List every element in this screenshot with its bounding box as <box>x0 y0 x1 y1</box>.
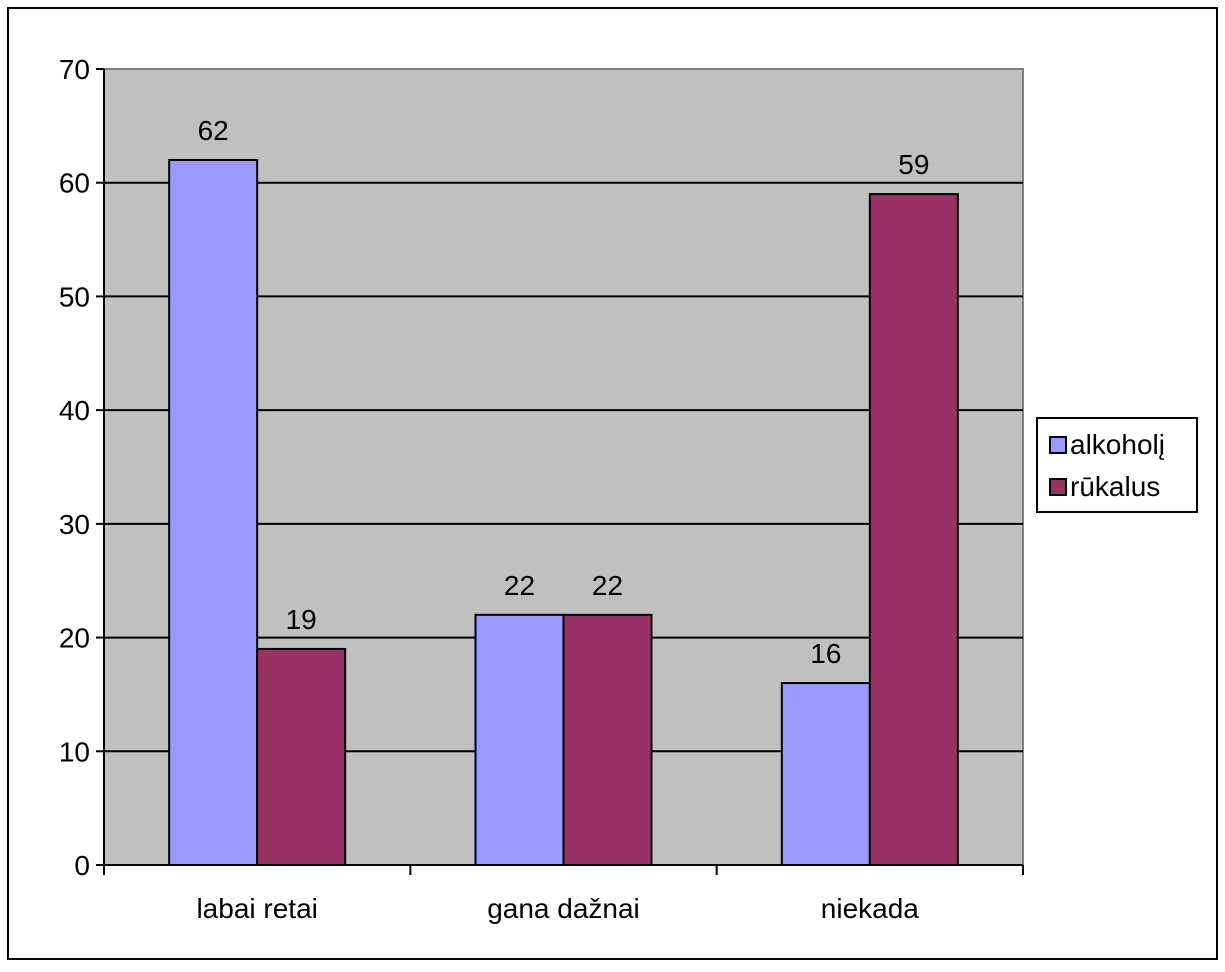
data-label: 19 <box>286 604 317 635</box>
x-axis-ticks: labai retai gana dažnai niekada <box>103 865 1024 924</box>
legend-swatch <box>1049 478 1067 496</box>
y-tick-label: 50 <box>59 281 90 312</box>
data-label: 59 <box>898 149 929 180</box>
bar-series1 <box>780 682 871 866</box>
y-tick-label: 20 <box>59 623 90 654</box>
bars <box>168 158 959 867</box>
bar-series2 <box>256 647 347 867</box>
bar-series2 <box>562 613 653 866</box>
data-label: 16 <box>810 638 841 669</box>
legend: alkoholį rūkalus <box>1036 417 1198 513</box>
y-tick-label: 0 <box>74 850 90 881</box>
data-labels: 62 19 22 22 16 59 <box>198 115 930 669</box>
y-tick-label: 70 <box>59 54 90 85</box>
x-tick-label: niekada <box>821 893 920 924</box>
y-tick-label: 10 <box>59 736 90 767</box>
data-label: 22 <box>592 570 623 601</box>
y-tick-label: 40 <box>59 395 90 426</box>
y-tick-label: 30 <box>59 509 90 540</box>
legend-swatch <box>1049 436 1067 454</box>
axes <box>103 69 1023 866</box>
data-label: 22 <box>504 570 535 601</box>
bar-series1 <box>474 613 565 866</box>
x-tick-label: labai retai <box>196 893 317 924</box>
bar-series1 <box>168 158 259 866</box>
y-axis-ticks: 0 10 20 30 40 50 60 70 <box>59 54 104 881</box>
bar-series2 <box>868 193 959 867</box>
data-label: 62 <box>198 115 229 146</box>
legend-label: rūkalus <box>1070 471 1160 502</box>
legend-box <box>1036 417 1198 513</box>
x-tick-label: gana dažnai <box>487 893 640 924</box>
y-tick-label: 60 <box>59 168 90 199</box>
legend-label: alkoholį <box>1070 429 1165 460</box>
